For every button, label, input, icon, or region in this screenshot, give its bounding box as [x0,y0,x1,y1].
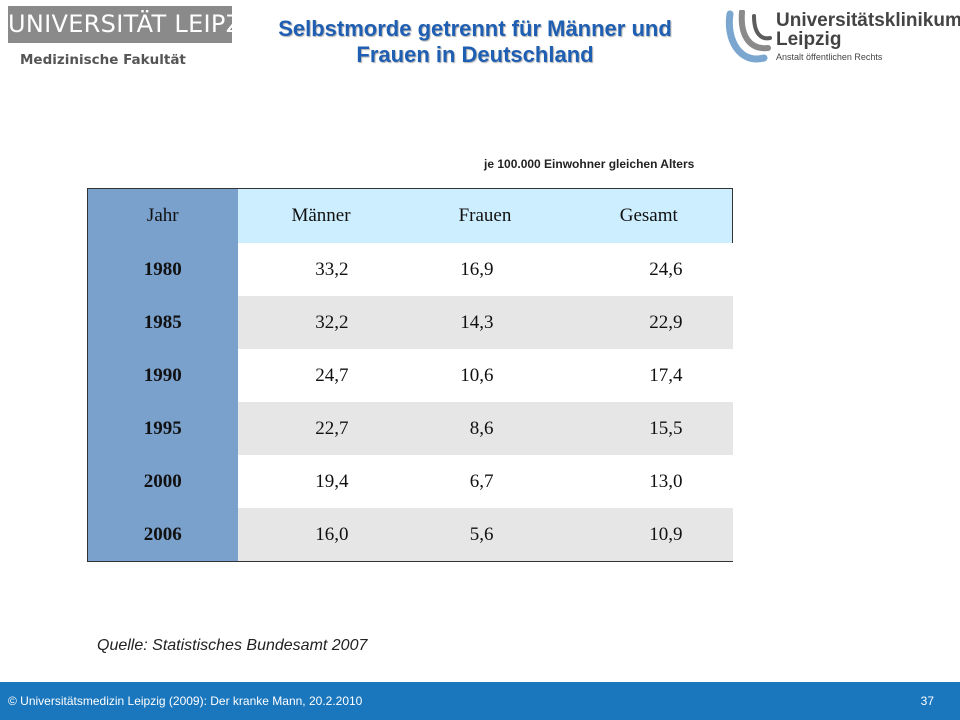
header-maenner: Männer [237,188,405,243]
table-row: 2006 16,0 5,6 10,9 [87,508,733,562]
cell-year: 1990 [87,349,238,402]
clinic-logo: Universitätsklinikum Leipzig Anstalt öff… [724,10,960,70]
cell-gesamt: 13,0 [565,455,733,508]
cell-gesamt: 22,9 [565,296,733,349]
cell-year: 1985 [87,296,238,349]
cell-maenner: 19,4 [237,455,405,508]
cell-frauen: 16,9 [404,243,566,296]
cell-year: 2006 [87,508,238,562]
clinic-emblem-icon [725,10,772,63]
table-row: 1985 32,2 14,3 22,9 [87,296,733,349]
header-gesamt: Gesamt [565,188,733,243]
cell-year: 2000 [87,455,238,508]
faculty-name: Medizinische Fakultät [20,52,186,68]
cell-frauen: 6,7 [404,455,566,508]
slide-title: Selbstmorde getrennt für Männer und Frau… [245,16,705,68]
header-jahr: Jahr [87,188,238,243]
cell-gesamt: 17,4 [565,349,733,402]
suicide-rate-table: Jahr Männer Frauen Gesamt 1980 33,2 16,9… [87,188,733,562]
cell-frauen: 5,6 [404,508,566,562]
table-row: 2000 19,4 6,7 13,0 [87,455,733,508]
cell-maenner: 22,7 [237,402,405,455]
cell-frauen: 10,6 [404,349,566,402]
clinic-logo-line-2: Leipzig [776,29,842,50]
clinic-logo-line-1: Universitätsklinikum [776,10,960,31]
table-row: 1995 22,7 8,6 15,5 [87,402,733,455]
source-note: Quelle: Statistisches Bundesamt 2007 [97,637,368,654]
header-frauen: Frauen [404,188,566,243]
footer-bar: © Universitätsmedizin Leipzig (2009): De… [0,682,960,720]
cell-maenner: 33,2 [237,243,405,296]
cell-maenner: 32,2 [237,296,405,349]
cell-year: 1995 [87,402,238,455]
slide-title-line-2: Frauen in Deutschland [356,42,594,67]
cell-gesamt: 15,5 [565,402,733,455]
footer-copyright: © Universitätsmedizin Leipzig (2009): De… [8,694,363,708]
cell-gesamt: 10,9 [565,508,733,562]
cell-maenner: 16,0 [237,508,405,562]
cell-maenner: 24,7 [237,349,405,402]
cell-frauen: 14,3 [404,296,566,349]
cell-frauen: 8,6 [404,402,566,455]
university-logo-wordmark: UNIVERSITÄT LEIPZIG [8,6,268,43]
table-row: 1990 24,7 10,6 17,4 [87,349,733,402]
clinic-logo-line-3: Anstalt öffentlichen Rechts [776,52,883,62]
page-number: 37 [920,694,934,708]
slide-title-line-1: Selbstmorde getrennt für Männer und [278,16,672,41]
table-row: 1980 33,2 16,9 24,6 [87,243,733,296]
university-logo: UNIVERSITÄT LEIPZIG Medizinische Fakultä… [8,6,268,68]
cell-year: 1980 [87,243,238,296]
unit-note: je 100.000 Einwohner gleichen Alters [484,157,695,171]
cell-gesamt: 24,6 [565,243,733,296]
table-header-row: Jahr Männer Frauen Gesamt [87,188,733,243]
